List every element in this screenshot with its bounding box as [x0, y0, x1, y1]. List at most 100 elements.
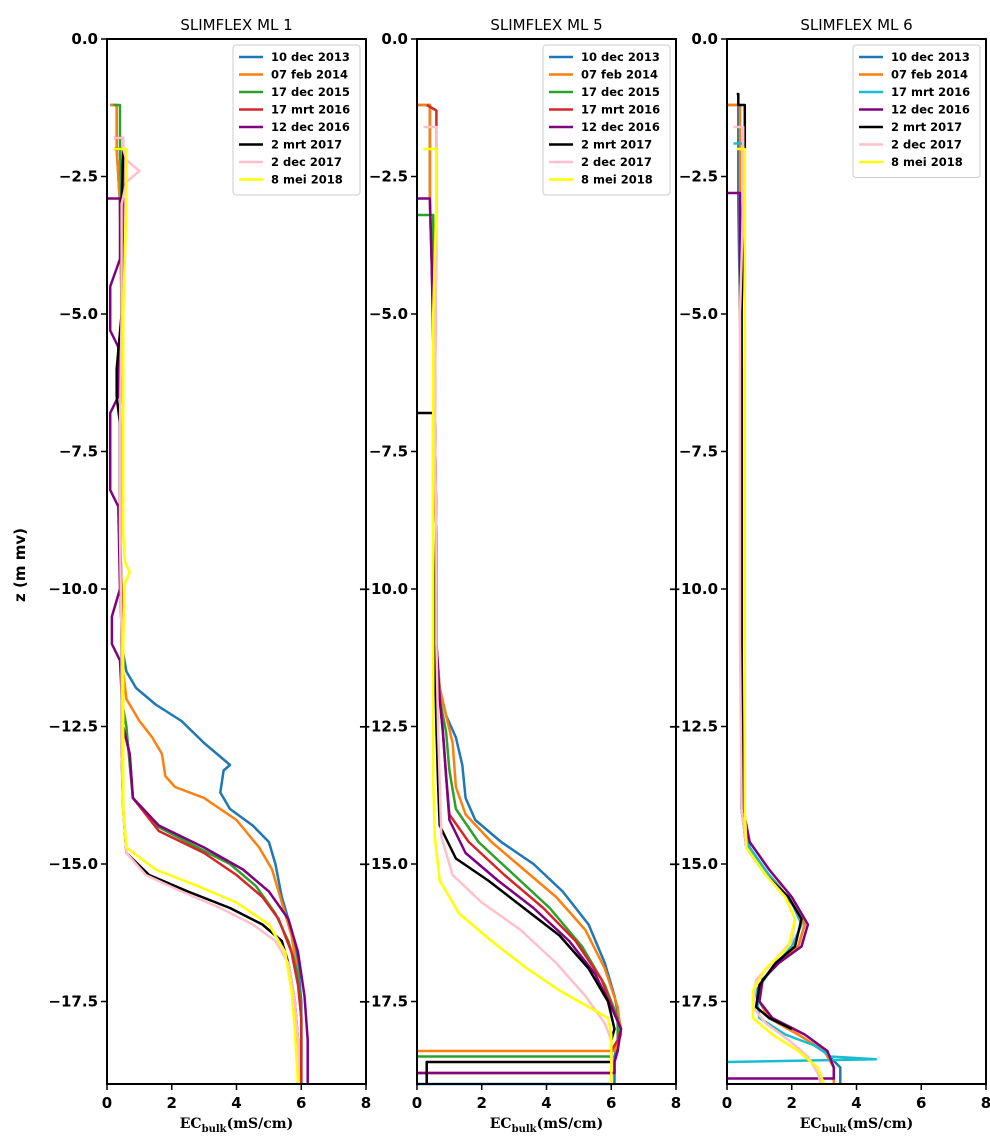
legend-label: 2 dec 2017: [271, 155, 342, 169]
legend-label: 17 mrt 2016: [581, 103, 660, 117]
legend-label: 2 mrt 2017: [891, 120, 962, 134]
series-line-7: [736, 147, 826, 1085]
legend-box: [852, 44, 981, 178]
chart-title: SLIMFLEX ML 5: [490, 16, 602, 34]
series-line-1: [110, 103, 303, 1084]
x-tick-label: 4: [541, 1094, 551, 1112]
legend-label: 10 dec 2013: [891, 50, 970, 64]
y-tick-label: −17.5: [668, 993, 718, 1011]
x-tick-label: 0: [722, 1094, 732, 1112]
x-tick-label: 0: [412, 1094, 422, 1112]
legend-label: 2 dec 2017: [891, 138, 962, 152]
legend-box: [542, 44, 671, 196]
series-line-7: [113, 136, 300, 1084]
legend-label: 10 dec 2013: [271, 50, 350, 64]
y-tick-label: −7.5: [369, 443, 408, 461]
legend-label: 17 dec 2015: [271, 85, 350, 99]
y-tick-label: −2.5: [679, 168, 718, 186]
legend-label: 8 mei 2018: [581, 173, 653, 187]
series-line-2: [417, 103, 623, 1053]
chart-title: SLIMFLEX ML 6: [800, 16, 912, 34]
y-tick-label: −5.0: [369, 305, 408, 323]
y-tick-label: −10.0: [48, 580, 98, 598]
x-axis-label: ECbulk(mS/cm): [490, 1116, 603, 1135]
x-tick-label: 2: [787, 1094, 797, 1112]
plot-frame: [416, 38, 677, 1085]
x-tick-label: 8: [671, 1094, 681, 1112]
legend-label: 07 feb 2014: [891, 68, 968, 82]
series-line-5: [107, 197, 309, 1084]
y-tick-label: 0.0: [691, 30, 718, 48]
legend-label: 17 mrt 2016: [271, 103, 350, 117]
x-tick-label: 2: [477, 1094, 487, 1112]
y-tick-label: −15.0: [358, 855, 408, 873]
series-line-5: [736, 92, 803, 1031]
x-axis-label: ECbulk(mS/cm): [800, 1116, 913, 1135]
x-axis-label-unit: (mS/cm): [537, 1116, 604, 1132]
legend-box: [232, 44, 361, 196]
y-tick-label: −2.5: [59, 168, 98, 186]
legend-label: 12 dec 2016: [891, 103, 970, 117]
legend-label: 8 mei 2018: [271, 173, 343, 187]
x-axis-label-sub: bulk: [822, 1124, 848, 1135]
legend: 10 dec 2013 07 feb 2014 17 dec 2015 17 mrt …: [232, 44, 361, 196]
legend-label: 07 feb 2014: [581, 68, 658, 82]
legend-label: 17 dec 2015: [581, 85, 660, 99]
series-line-3: [417, 213, 619, 1058]
series-line-4: [727, 191, 836, 1080]
y-tick-label: −12.5: [668, 718, 718, 736]
series-line-3: [113, 103, 303, 1084]
chart-panel-1: SLIMFLEX ML 1 0.0 −2.5 −5.0 −7.5 −10.0 −12.5 −1…: [48, 16, 371, 1135]
chart-panel-2: SLIMFLEX ML 5 0.0 −2.5 −5.0 −7.5 −10.0 −12.5 −1…: [358, 16, 681, 1135]
legend-label: 12 dec 2016: [271, 120, 350, 134]
series-line-7: [423, 125, 613, 1084]
legend-label: 8 mei 2018: [891, 155, 963, 169]
y-tick-label: −15.0: [48, 855, 98, 873]
x-axis-label-main: EC: [490, 1116, 512, 1132]
y-tick-label: −5.0: [59, 305, 98, 323]
y-axis-label: z (m mv): [11, 528, 29, 602]
x-axis-label-main: EC: [180, 1116, 202, 1132]
x-tick-label: 6: [296, 1094, 306, 1112]
legend-label: 07 feb 2014: [271, 68, 348, 82]
y-tick-label: −15.0: [668, 855, 718, 873]
legend-label: 2 mrt 2017: [271, 138, 342, 152]
x-axis-label-main: EC: [800, 1116, 822, 1132]
y-tick-label: −5.0: [679, 305, 718, 323]
x-tick-label: 8: [361, 1094, 371, 1112]
plot-frame: [726, 38, 987, 1085]
y-tick-label: −2.5: [369, 168, 408, 186]
y-tick-label: −10.0: [358, 580, 408, 598]
y-tick-label: −17.5: [48, 993, 98, 1011]
y-tick-label: −7.5: [59, 443, 98, 461]
plot-frame: [106, 38, 367, 1085]
series-line-4: [113, 136, 303, 1084]
legend-label: 2 mrt 2017: [581, 138, 652, 152]
x-axis-label: ECbulk(mS/cm): [180, 1116, 293, 1135]
x-axis-label-sub: bulk: [512, 1124, 538, 1135]
x-tick-label: 0: [102, 1094, 112, 1112]
chart-panel-3: SLIMFLEX ML 6 0.0 −2.5 −5.0 −7.5 −10.0 −12.5 −1…: [668, 16, 990, 1135]
x-tick-label: 6: [606, 1094, 616, 1112]
x-axis-label-unit: (mS/cm): [847, 1116, 914, 1132]
series-line-6: [733, 125, 823, 1085]
x-tick-label: 4: [851, 1094, 861, 1112]
legend-label: 17 mrt 2016: [891, 85, 970, 99]
series-line-6: [113, 147, 300, 1084]
y-tick-label: 0.0: [381, 30, 408, 48]
legend: 10 dec 2013 07 feb 2014 17 dec 2015 17 mrt …: [542, 44, 671, 196]
x-axis-label-sub: bulk: [202, 1124, 228, 1135]
x-tick-label: 6: [916, 1094, 926, 1112]
y-tick-label: −12.5: [358, 718, 408, 736]
chart-title: SLIMFLEX ML 1: [180, 16, 292, 34]
legend: 10 dec 2013 07 feb 2014 17 mrt 2016 12 dec …: [852, 44, 981, 178]
series-line-8: [113, 147, 300, 1085]
x-tick-label: 4: [231, 1094, 241, 1112]
legend-label: 10 dec 2013: [581, 50, 660, 64]
x-tick-label: 8: [981, 1094, 990, 1112]
series-line-2: [110, 103, 303, 1084]
series-line-8: [423, 147, 613, 1084]
y-tick-label: −12.5: [48, 718, 98, 736]
y-tick-label: −10.0: [668, 580, 718, 598]
y-tick-label: −17.5: [358, 993, 408, 1011]
